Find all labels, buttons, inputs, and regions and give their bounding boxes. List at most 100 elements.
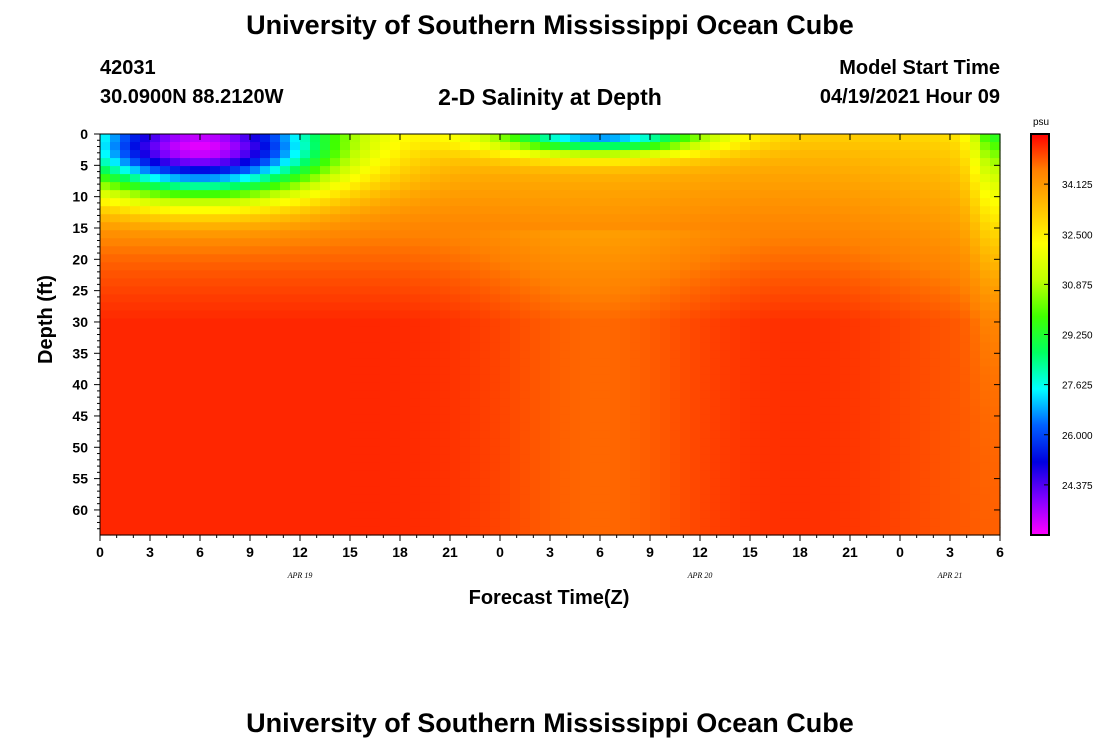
heatmap-cell [690,158,701,167]
heatmap-cell [390,438,401,448]
heatmap-cell [220,246,231,255]
heatmap-cell [830,254,841,263]
heatmap-cell [670,222,681,231]
heatmap-cell [470,318,481,328]
heatmap-cell [840,198,851,207]
heatmap-cell [950,414,961,424]
heatmap-cell [540,150,551,159]
heatmap-cell [660,366,671,376]
heatmap-cell [440,454,451,464]
heatmap-cell [890,326,901,336]
heatmap-cell [490,494,501,504]
heatmap-cell [510,214,521,223]
heatmap-cell [880,302,891,312]
heatmap-cell [840,342,851,352]
heatmap-cell [770,470,781,480]
heatmap-cell [760,246,771,255]
heatmap-cell [650,446,661,456]
heatmap-cell [140,286,151,295]
heatmap-cell [910,310,921,320]
heatmap-cell [530,142,541,151]
heatmap-cell [200,262,211,271]
heatmap-cell [850,454,861,464]
heatmap-cell [290,318,301,328]
heatmap-cell [770,430,781,440]
heatmap-cell [150,278,161,287]
heatmap-cell [530,430,541,440]
heatmap-cell [750,518,761,528]
heatmap-cell [340,406,351,416]
heatmap-cell [820,294,831,304]
heatmap-cell [810,406,821,416]
heatmap-cell [690,526,701,536]
heatmap-cell [990,270,1001,279]
heatmap-cell [890,174,901,183]
heatmap-cell [600,190,611,199]
heatmap-cell [970,366,981,376]
heatmap-cell [750,430,761,440]
heatmap-cell [740,214,751,223]
heatmap-cell [840,398,851,408]
heatmap-cell [890,238,901,247]
heatmap-cell [430,526,441,536]
heatmap-cell [870,414,881,424]
heatmap-cell [290,326,301,336]
heatmap-cell [340,390,351,400]
heatmap-cell [640,518,651,528]
heatmap-cell [800,198,811,207]
heatmap-cell [620,382,631,392]
heatmap-cell [510,326,521,336]
x-tick-label: 9 [246,544,254,560]
heatmap-cell [860,406,871,416]
heatmap-cell [990,198,1001,207]
heatmap-cell [140,310,151,320]
heatmap-cell [460,414,471,424]
heatmap-cell [400,222,411,231]
heatmap-cell [940,422,951,432]
heatmap-cell [940,262,951,271]
heatmap-cell [600,134,611,143]
heatmap-cell [340,198,351,207]
heatmap-cell [810,430,821,440]
heatmap-cell [950,366,961,376]
heatmap-cell [170,214,181,223]
heatmap-cell [620,246,631,255]
heatmap-cell [580,166,591,175]
heatmap-cell [730,270,741,279]
heatmap-cell [340,462,351,472]
heatmap-cell [820,246,831,255]
heatmap-cell [340,438,351,448]
heatmap-cell [550,214,561,223]
heatmap-cell [580,518,591,528]
heatmap-cell [540,454,551,464]
heatmap-cell [560,134,571,143]
heatmap-cell [590,390,601,400]
heatmap-cell [220,414,231,424]
heatmap-cell [430,422,441,432]
heatmap-cell [360,350,371,360]
heatmap-cell [580,494,591,504]
heatmap-cell [810,334,821,344]
heatmap-cell [910,438,921,448]
heatmap-cell [670,166,681,175]
heatmap-cell [840,446,851,456]
heatmap-cell [280,366,291,376]
heatmap-cell [390,470,401,480]
heatmap-cell [930,398,941,408]
heatmap-cell [480,334,491,344]
heatmap-cell [120,254,131,263]
heatmap-cell [530,286,541,295]
heatmap-cell [800,414,811,424]
heatmap-cell [990,294,1001,304]
heatmap-cell [140,166,151,175]
heatmap-cell [960,422,971,432]
heatmap-cell [480,166,491,175]
heatmap-cell [340,310,351,320]
heatmap-cell [660,302,671,312]
heatmap-cell [860,342,871,352]
heatmap-cell [800,286,811,295]
heatmap-cell [400,286,411,295]
heatmap-cell [190,206,201,215]
heatmap-cell [430,454,441,464]
heatmap-cell [670,390,681,400]
